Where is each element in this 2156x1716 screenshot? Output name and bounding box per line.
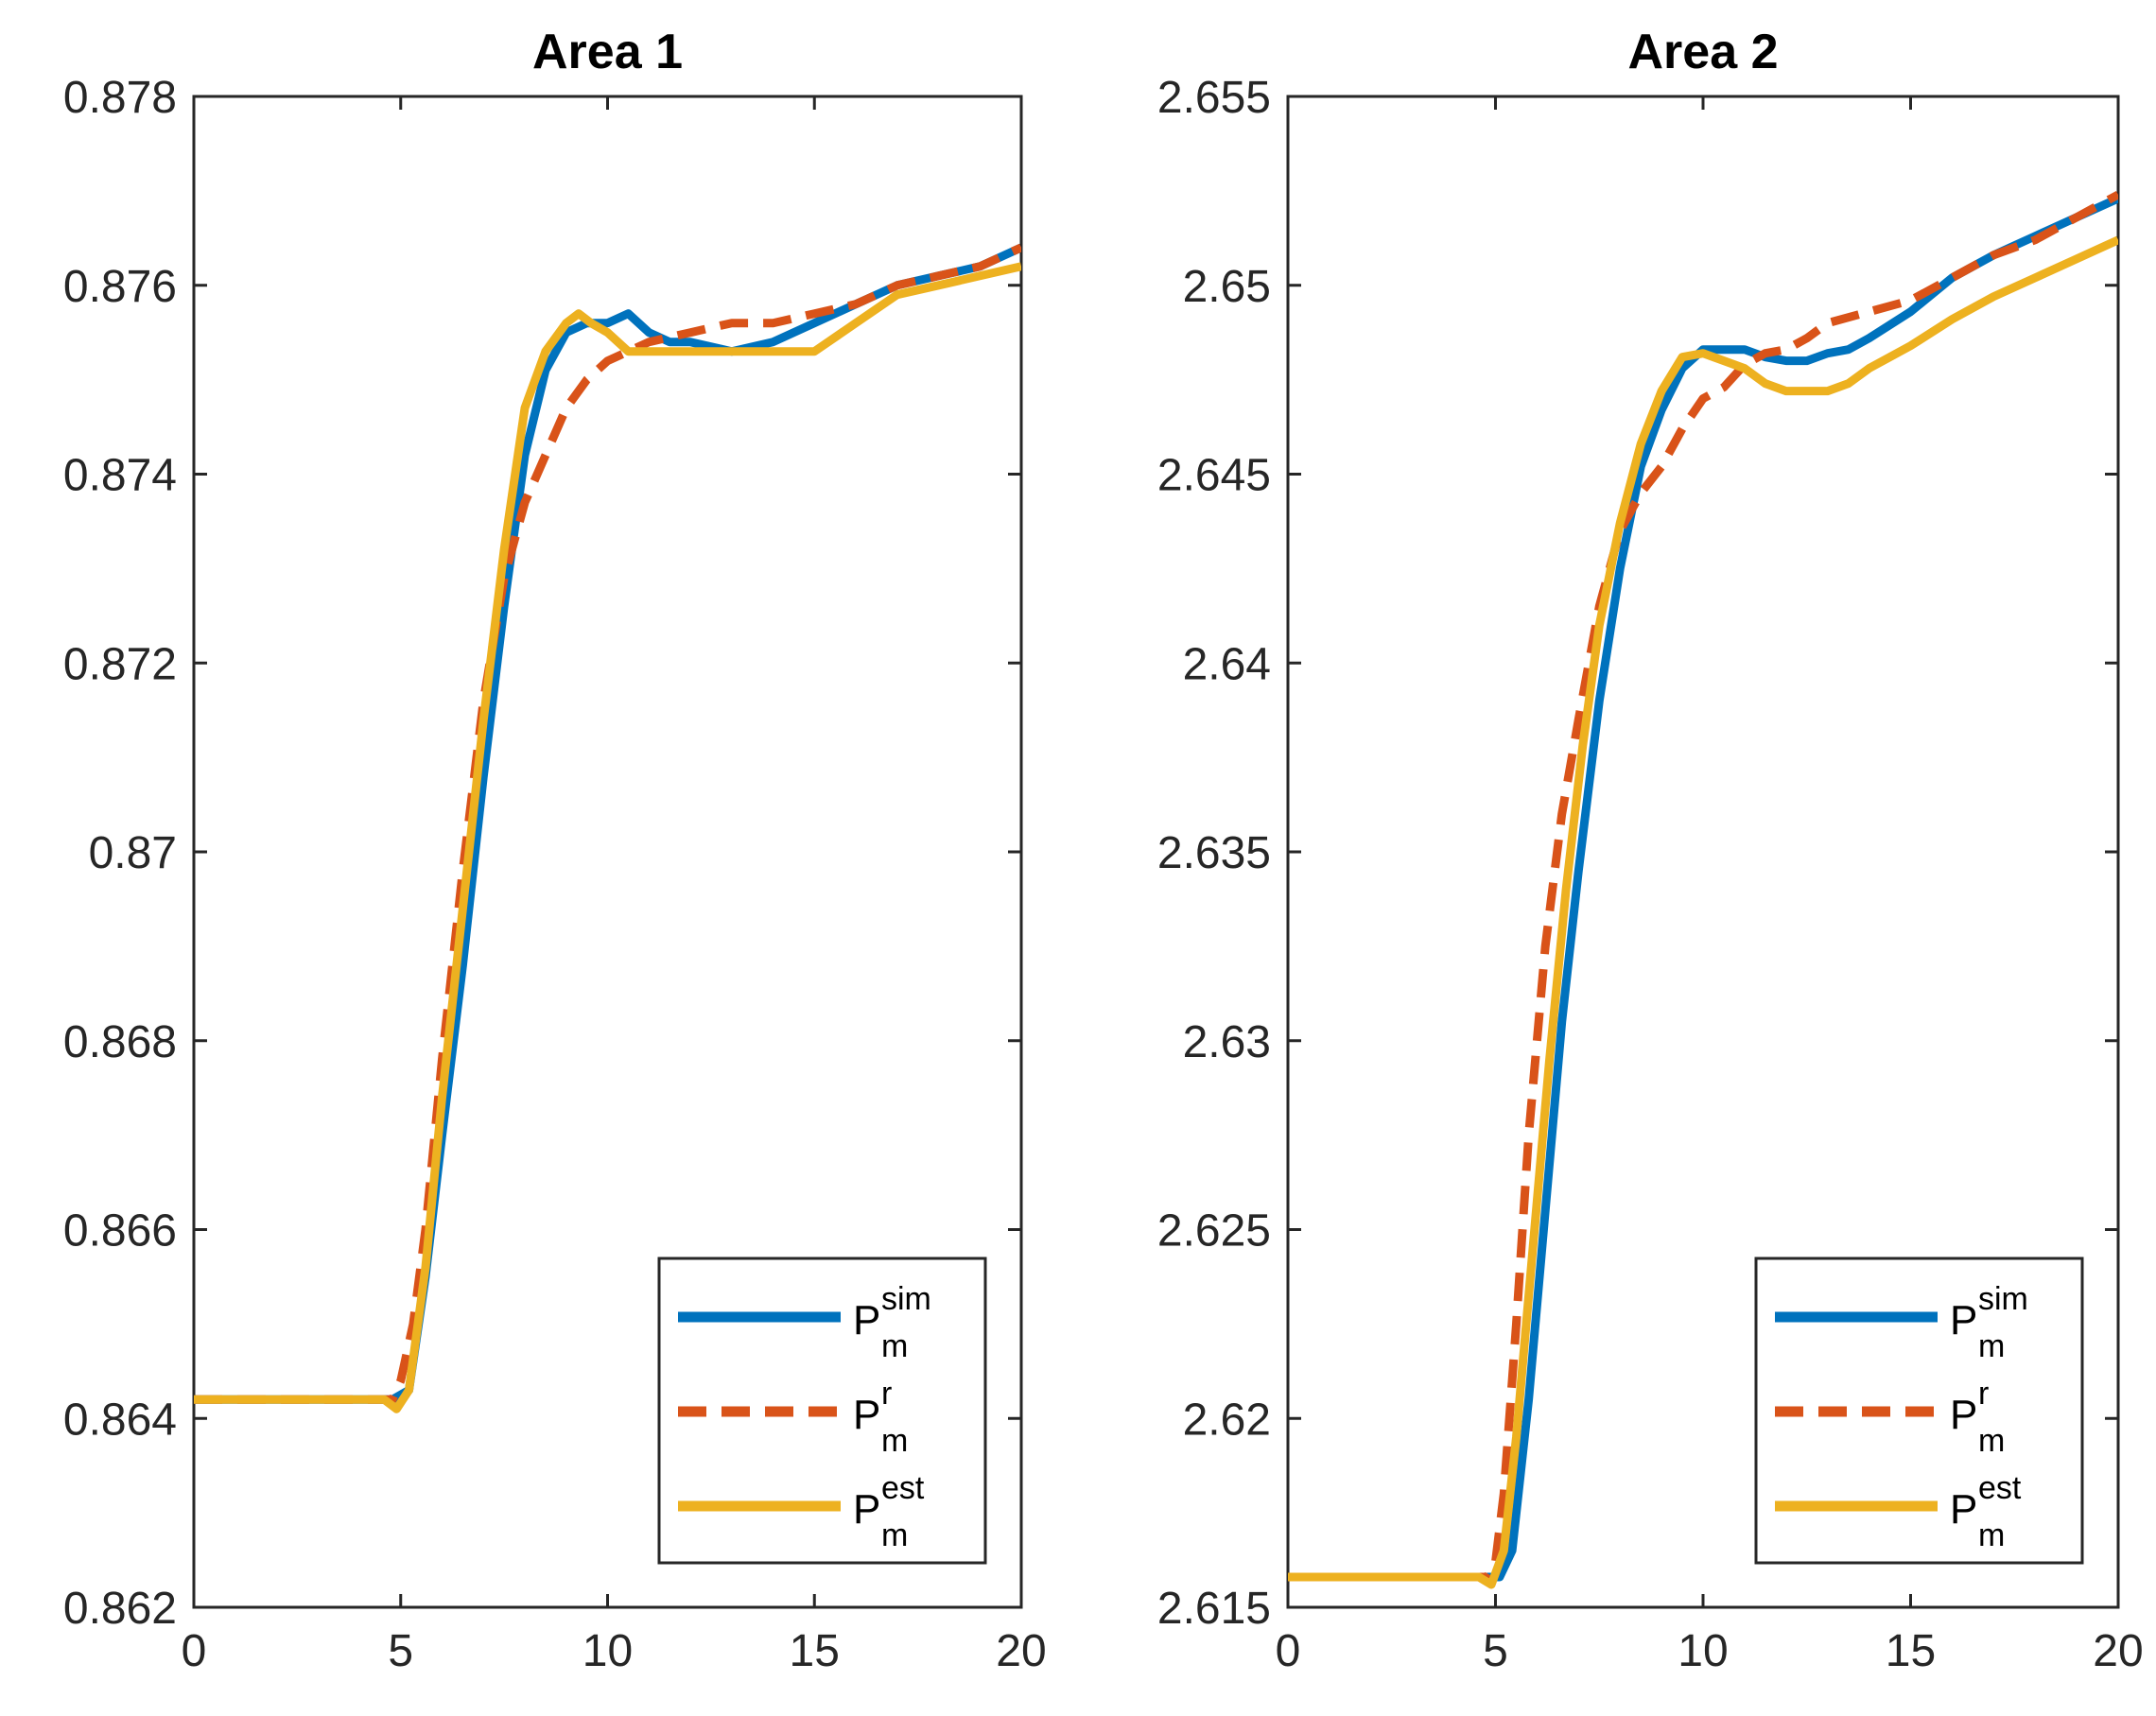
x-tick-label: 15 [1886, 1626, 1936, 1676]
legend-subscript-est: m [881, 1517, 908, 1553]
legend-superscript-est: est [1978, 1470, 2022, 1506]
legend-subscript-r: m [881, 1423, 908, 1459]
y-tick-label: 2.655 [1157, 73, 1271, 123]
series-group [194, 243, 1021, 1413]
y-tick-label: 0.868 [63, 1017, 177, 1067]
y-tick-label: 2.65 [1183, 262, 1271, 312]
legend-superscript-r: r [1978, 1376, 1989, 1412]
x-tick-label: 10 [582, 1626, 633, 1676]
legend-label-sim: P [853, 1297, 880, 1343]
y-tick-label: 0.876 [63, 262, 177, 312]
series-group [1288, 190, 2118, 1589]
chart-title: Area 1 [532, 25, 683, 79]
legend-label-r: P [853, 1392, 880, 1438]
legend-subscript-sim: m [1978, 1328, 2005, 1364]
x-tick-label: 5 [1483, 1626, 1508, 1676]
legend-superscript-r: r [881, 1376, 892, 1412]
y-tick-label: 2.625 [1157, 1206, 1271, 1257]
y-tick-label: 0.864 [63, 1395, 177, 1445]
y-tick-label: 0.878 [63, 73, 177, 123]
y-tick-label: 2.615 [1157, 1584, 1271, 1634]
y-tick-label: 0.87 [89, 828, 177, 878]
series-line-r [1288, 190, 2118, 1582]
x-tick-label: 0 [1276, 1626, 1301, 1676]
y-tick-label: 0.874 [63, 451, 177, 501]
y-tick-label: 0.866 [63, 1206, 177, 1257]
x-tick-label: 15 [790, 1626, 840, 1676]
y-tick-label: 2.645 [1157, 451, 1271, 501]
x-tick-label: 20 [996, 1626, 1046, 1676]
x-tick-label: 0 [182, 1626, 207, 1676]
legend-label-r: P [1950, 1392, 1977, 1438]
x-tick-label: 5 [388, 1626, 413, 1676]
series-line-est [194, 262, 1021, 1413]
series-line-est [1288, 235, 2118, 1589]
x-tick-label: 20 [2093, 1626, 2143, 1676]
y-tick-label: 2.62 [1183, 1395, 1271, 1445]
x-tick-label: 10 [1678, 1626, 1728, 1676]
legend-label-est: P [1950, 1486, 1977, 1533]
legend-superscript-sim: sim [1978, 1281, 2028, 1317]
chart-panel-2: Area 2 0 5 10 15 20 2.615 2.62 2.625 2.63 2.635 2.6… [1157, 25, 2144, 1676]
legend-subscript-est: m [1978, 1517, 2005, 1553]
legend-superscript-sim: sim [881, 1281, 931, 1317]
legend-superscript-est: est [881, 1470, 925, 1506]
chart-title: Area 2 [1628, 25, 1779, 79]
y-tick-label: 2.64 [1183, 639, 1271, 689]
y-tick-label: 2.63 [1183, 1017, 1271, 1067]
legend-subscript-r: m [1978, 1423, 2005, 1459]
legend-subscript-sim: m [881, 1328, 908, 1364]
y-tick-label: 0.862 [63, 1584, 177, 1634]
chart-panel-1: Area 1 0 5 10 15 20 0.862 0.864 0.866 0.868 0.87 0.… [63, 25, 1047, 1676]
legend-label-sim: P [1950, 1297, 1977, 1343]
legend-label-est: P [853, 1486, 880, 1533]
y-tick-label: 0.872 [63, 639, 177, 689]
y-tick-label: 2.635 [1157, 828, 1271, 878]
